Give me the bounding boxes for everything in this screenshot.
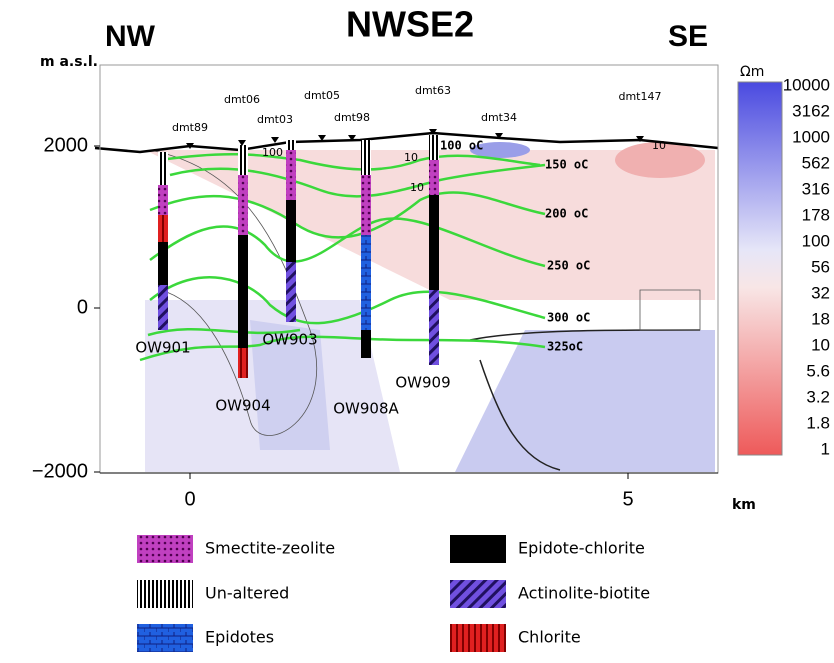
colorbar-label: 5.6: [806, 361, 830, 380]
colorbar-label: 1.8: [806, 413, 830, 432]
station-marker: [318, 135, 326, 141]
station-marker: [271, 137, 279, 143]
well-label: OW908A: [333, 400, 399, 418]
colorbar-label: 10000: [783, 75, 830, 94]
colorbar-label: 562: [802, 153, 830, 172]
isotherm-label: 150 oC: [545, 158, 588, 172]
colorbar-unit: Ωm: [740, 64, 764, 80]
shading-blue-mid: [250, 320, 330, 450]
colorbar-label: 56: [811, 257, 830, 276]
shading-blue-top: [470, 142, 530, 158]
x-tick-label: 0: [184, 488, 195, 510]
station-marker: [186, 143, 194, 149]
well-label: OW909: [395, 374, 450, 392]
isotherm-label: 325oC: [547, 340, 583, 354]
axis-label: km: [732, 497, 756, 513]
station-label: dmt06: [224, 93, 260, 106]
station-marker: [348, 135, 356, 141]
legend-label: Chlorite: [518, 628, 581, 647]
legend-label: Epidotes: [205, 628, 274, 647]
corner-label: SE: [668, 20, 708, 53]
station-label: dmt05: [304, 89, 340, 102]
station-label: dmt147: [618, 90, 661, 103]
station-marker: [238, 140, 246, 146]
colorbar-label: 10: [811, 335, 830, 354]
x-tick-label: 5: [622, 488, 633, 510]
contour-label: 10: [652, 139, 666, 152]
well-label: OW903: [262, 331, 317, 349]
corner-label: NW: [105, 20, 156, 53]
legend-swatches: [137, 535, 506, 652]
legend-label: Actinolite-biotite: [518, 584, 650, 603]
station-marker: [429, 129, 437, 135]
colorbar-label: 316: [802, 179, 830, 198]
station-label: dmt03: [257, 113, 293, 126]
contour: [639, 289, 701, 331]
isotherm-label: 100 oC: [440, 139, 483, 153]
y-tick-label: 0: [77, 296, 88, 318]
station-marker: [495, 133, 503, 139]
legend-label: Un-altered: [205, 584, 289, 603]
legend-label: Epidote-chlorite: [518, 539, 645, 558]
colorbar: [737, 81, 783, 456]
station-label: dmt89: [172, 121, 208, 134]
isotherm-label: 300 oC: [547, 311, 590, 325]
contour-label: 10: [404, 151, 418, 164]
station-label: dmt63: [415, 84, 451, 97]
contour: [149, 149, 317, 436]
colorbar-label: 32: [811, 283, 830, 302]
y-tick-label: −2000: [32, 460, 88, 482]
wells: [158, 135, 439, 378]
isotherm-label: 250 oC: [547, 259, 590, 273]
title: NWSE2: [346, 4, 474, 45]
colorbar-label: 1: [821, 439, 830, 458]
contour-label: 100: [262, 146, 283, 159]
colorbar-label: 100: [802, 231, 830, 250]
legend-label: Smectite-zeolite: [205, 539, 335, 558]
axis-ticks: [94, 145, 718, 479]
station-label: dmt98: [334, 111, 370, 124]
y-tick-label: 2000: [44, 134, 89, 156]
colorbar-label: 178: [802, 205, 830, 224]
colorbar-label: 18: [811, 309, 830, 328]
well-label: OW901: [135, 339, 190, 357]
isotherm-label: 200 oC: [545, 207, 588, 221]
shading-red-top: [615, 142, 705, 178]
station-label: dmt34: [481, 111, 517, 124]
contour-label: 10: [410, 181, 424, 194]
colorbar-label: 1000: [792, 127, 830, 146]
well-label: OW904: [215, 397, 270, 415]
axis-label: m a.s.l.: [40, 54, 98, 70]
section: [94, 64, 783, 479]
isotherms: [139, 152, 546, 362]
colorbar-label: 3162: [792, 101, 830, 120]
colorbar-label: 3.2: [806, 387, 830, 406]
topography: [94, 131, 719, 154]
station-marker: [636, 136, 644, 142]
shading-blue: [455, 330, 715, 472]
